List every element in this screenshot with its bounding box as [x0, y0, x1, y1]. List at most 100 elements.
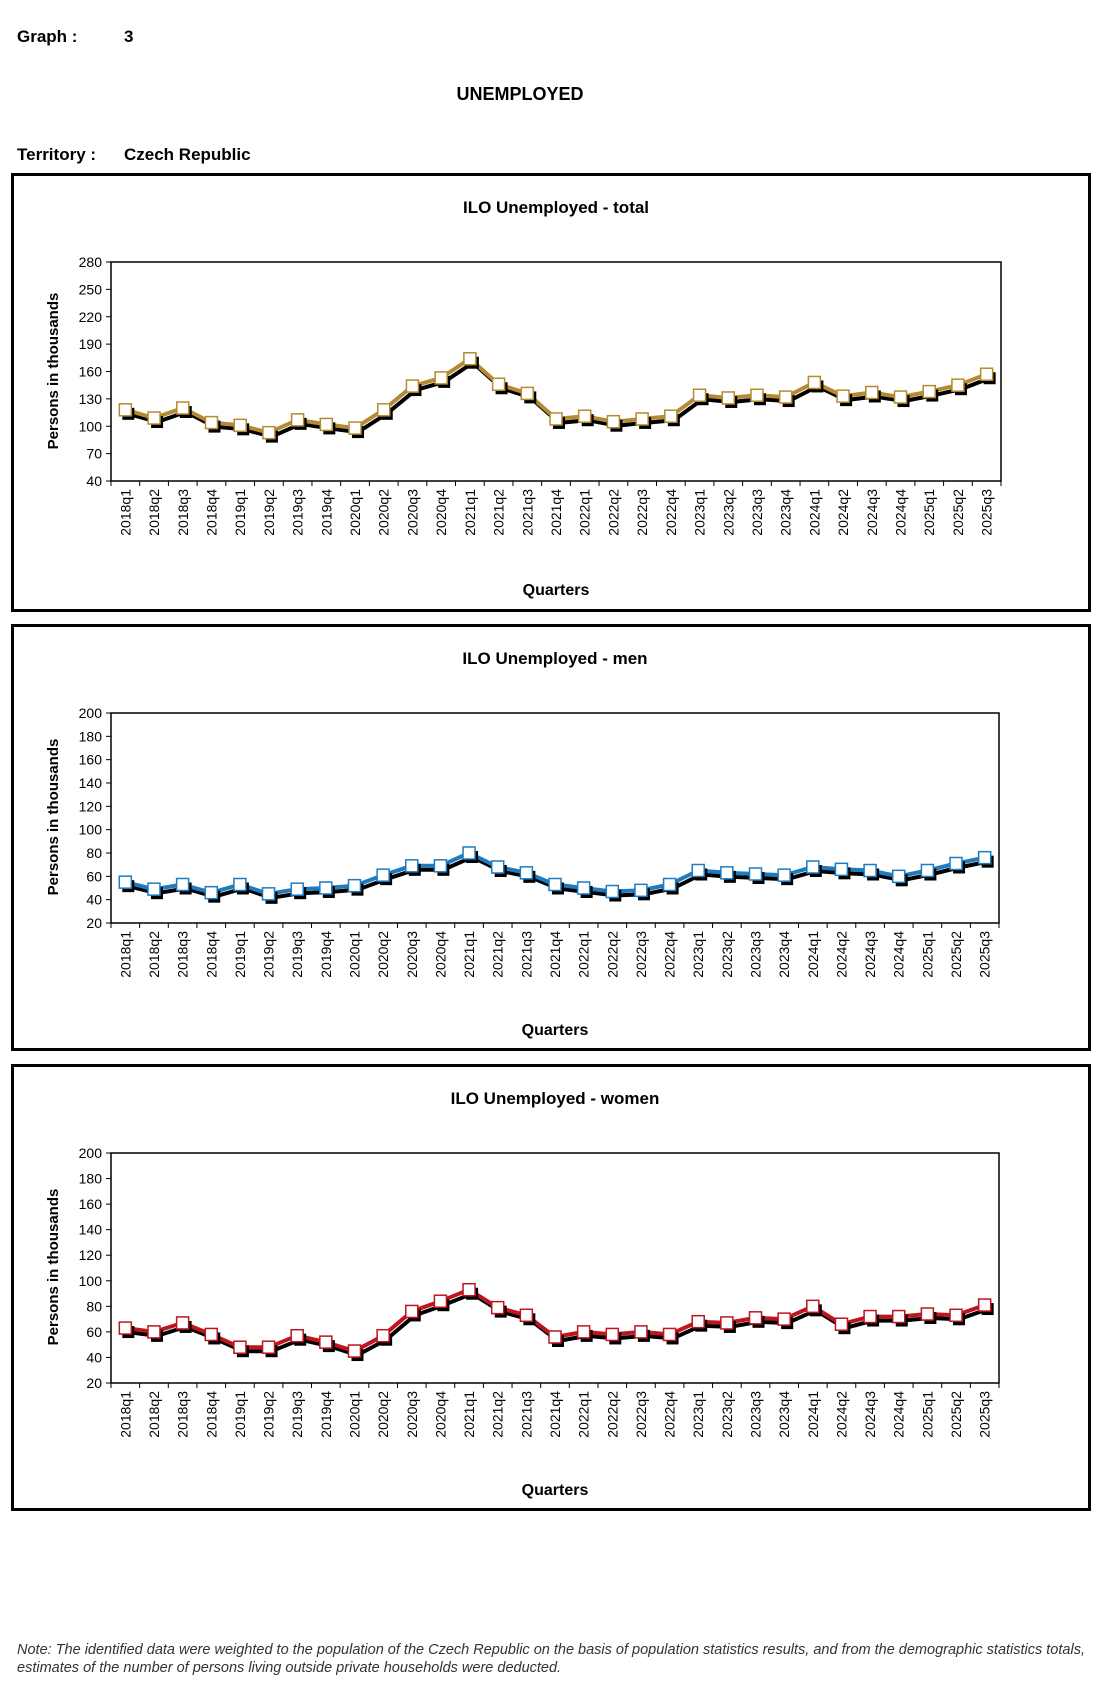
y-tick-label: 160: [79, 364, 103, 380]
chart-men: ILO Unemployed - men 20 40 60 80 100 120 140 160…: [45, 649, 1000, 1039]
x-tick-label: 2019q4: [318, 931, 334, 978]
x-tick-label: 2024q1: [805, 1391, 821, 1438]
x-tick-label: 2020q2: [375, 931, 391, 978]
data-point-2019q1: [233, 1340, 247, 1354]
data-point-2022q4: [664, 409, 678, 423]
x-tick-label: 2020q1: [346, 1391, 362, 1438]
data-point-2018q1: [118, 875, 133, 889]
data-point-2019q3: [290, 882, 304, 896]
graph-label: Graph :: [17, 27, 78, 46]
x-tick-label: 2023q2: [719, 931, 735, 978]
x-tick-label: 2022q3: [634, 489, 650, 536]
x-tick-label: 2023q4: [776, 1391, 792, 1438]
x-tick-label: 2021q1: [462, 489, 478, 536]
x-tick-label: 2018q3: [175, 931, 191, 978]
x-tick-label: 2024q3: [862, 1391, 878, 1438]
plot-area: [110, 261, 1002, 482]
data-point-2021q4: [548, 1330, 562, 1344]
data-point-2020q1: [347, 878, 362, 893]
chart-title: ILO Unemployed - women: [451, 1089, 660, 1108]
x-tick-label: 2021q2: [490, 1391, 506, 1438]
data-point-2023q1: [691, 1314, 705, 1329]
x-tick-label: 2021q4: [548, 489, 564, 536]
data-point-2020q2: [376, 868, 390, 882]
x-tick-label: 2019q2: [261, 1391, 277, 1438]
data-point-2023q1: [692, 388, 707, 402]
y-tick-label: 130: [79, 391, 103, 407]
data-point-2018q1: [118, 403, 133, 417]
data-point-2022q3: [634, 1325, 648, 1339]
y-axis-label: Persons in thousands: [45, 739, 62, 896]
data-point-2023q1: [691, 863, 705, 878]
x-tick-label: 2021q3: [519, 489, 535, 536]
x-tick-label: 2021q4: [547, 931, 563, 978]
data-point-2023q4: [777, 868, 791, 882]
data-point-2018q4: [204, 1327, 219, 1342]
territory-label: Territory :: [17, 145, 97, 164]
x-tick-label: 2025q3: [977, 931, 993, 978]
data-point-2019q1: [233, 418, 247, 433]
x-tick-label: 2022q1: [577, 489, 593, 536]
y-tick-label: 80: [86, 845, 102, 861]
x-tick-label: 2018q1: [117, 1391, 133, 1438]
x-axis-label: Quarters: [522, 1482, 589, 1499]
data-point-2019q2: [261, 887, 276, 901]
y-tick-label: 140: [79, 1222, 103, 1238]
x-tick-label: 2022q1: [576, 1391, 592, 1438]
data-point-2023q4: [777, 1312, 791, 1326]
data-point-2018q3: [175, 877, 190, 892]
x-tick-label: 2021q2: [491, 489, 507, 536]
data-point-2021q3: [519, 866, 534, 880]
x-tick-label: 2018q3: [175, 1391, 191, 1438]
data-point-2025q3: [977, 1298, 992, 1312]
x-tick-label: 2019q1: [232, 1391, 248, 1438]
x-tick-label: 2020q2: [375, 1391, 391, 1438]
data-point-2023q3: [748, 867, 763, 881]
x-tick-label: 2020q1: [347, 489, 363, 536]
data-point-2019q4: [319, 1335, 333, 1349]
x-tick-label: 2019q4: [318, 1391, 334, 1438]
chart-total: ILO Unemployed - total 40 70 100 130 160 190 22…: [45, 198, 1002, 599]
x-tick-label: 2025q1: [921, 489, 937, 536]
x-tick-label: 2018q4: [203, 1391, 219, 1438]
territory-value: Czech Republic: [124, 145, 251, 164]
x-tick-label: 2023q4: [778, 489, 794, 536]
x-tick-label: 2023q4: [776, 931, 792, 978]
y-tick-label: 180: [79, 1171, 103, 1187]
x-tick-label: 2025q3: [979, 489, 995, 536]
x-tick-label: 2018q2: [146, 1391, 162, 1438]
data-point-2021q2: [490, 860, 505, 874]
data-point-2020q3: [405, 379, 420, 393]
data-point-2024q3: [863, 863, 877, 878]
data-point-2023q2: [720, 866, 734, 880]
x-tick-label: 2024q1: [805, 931, 821, 978]
data-point-2019q3: [290, 413, 305, 427]
x-tick-label: 2021q1: [461, 1391, 477, 1438]
chart-women: ILO Unemployed - women 20 40 60 80 100 120 140 1…: [45, 1089, 1000, 1499]
y-tick-label: 250: [79, 281, 103, 297]
data-point-2022q4: [662, 1327, 677, 1342]
data-point-2018q4: [204, 885, 219, 900]
y-tick-label: 180: [79, 728, 103, 744]
y-tick-label: 160: [79, 752, 103, 768]
data-point-2019q4: [319, 881, 333, 895]
data-point-2019q2: [261, 1340, 276, 1354]
x-tick-label: 2024q3: [862, 931, 878, 978]
x-tick-label: 2023q1: [690, 931, 706, 978]
data-point-2024q4: [893, 390, 908, 404]
x-tick-label: 2019q3: [289, 931, 305, 978]
data-point-2024q3: [863, 1309, 877, 1324]
y-tick-label: 100: [79, 1273, 103, 1289]
x-tick-label: 2020q1: [346, 931, 362, 978]
data-point-2022q1: [577, 409, 592, 423]
x-tick-label: 2018q2: [146, 931, 162, 978]
chart-panel-total: ILO Unemployed - total 40 70 100 130 160 190 22…: [11, 173, 1091, 612]
x-tick-label: 2024q4: [891, 1391, 907, 1438]
data-point-2024q2: [834, 1317, 849, 1331]
x-tick-label: 2025q1: [919, 931, 935, 978]
data-point-2024q2: [836, 389, 850, 403]
x-tick-label: 2020q4: [433, 489, 449, 536]
x-tick-label: 2018q3: [175, 489, 191, 536]
x-tick-label: 2020q3: [404, 931, 420, 978]
data-point-2018q3: [176, 401, 190, 415]
